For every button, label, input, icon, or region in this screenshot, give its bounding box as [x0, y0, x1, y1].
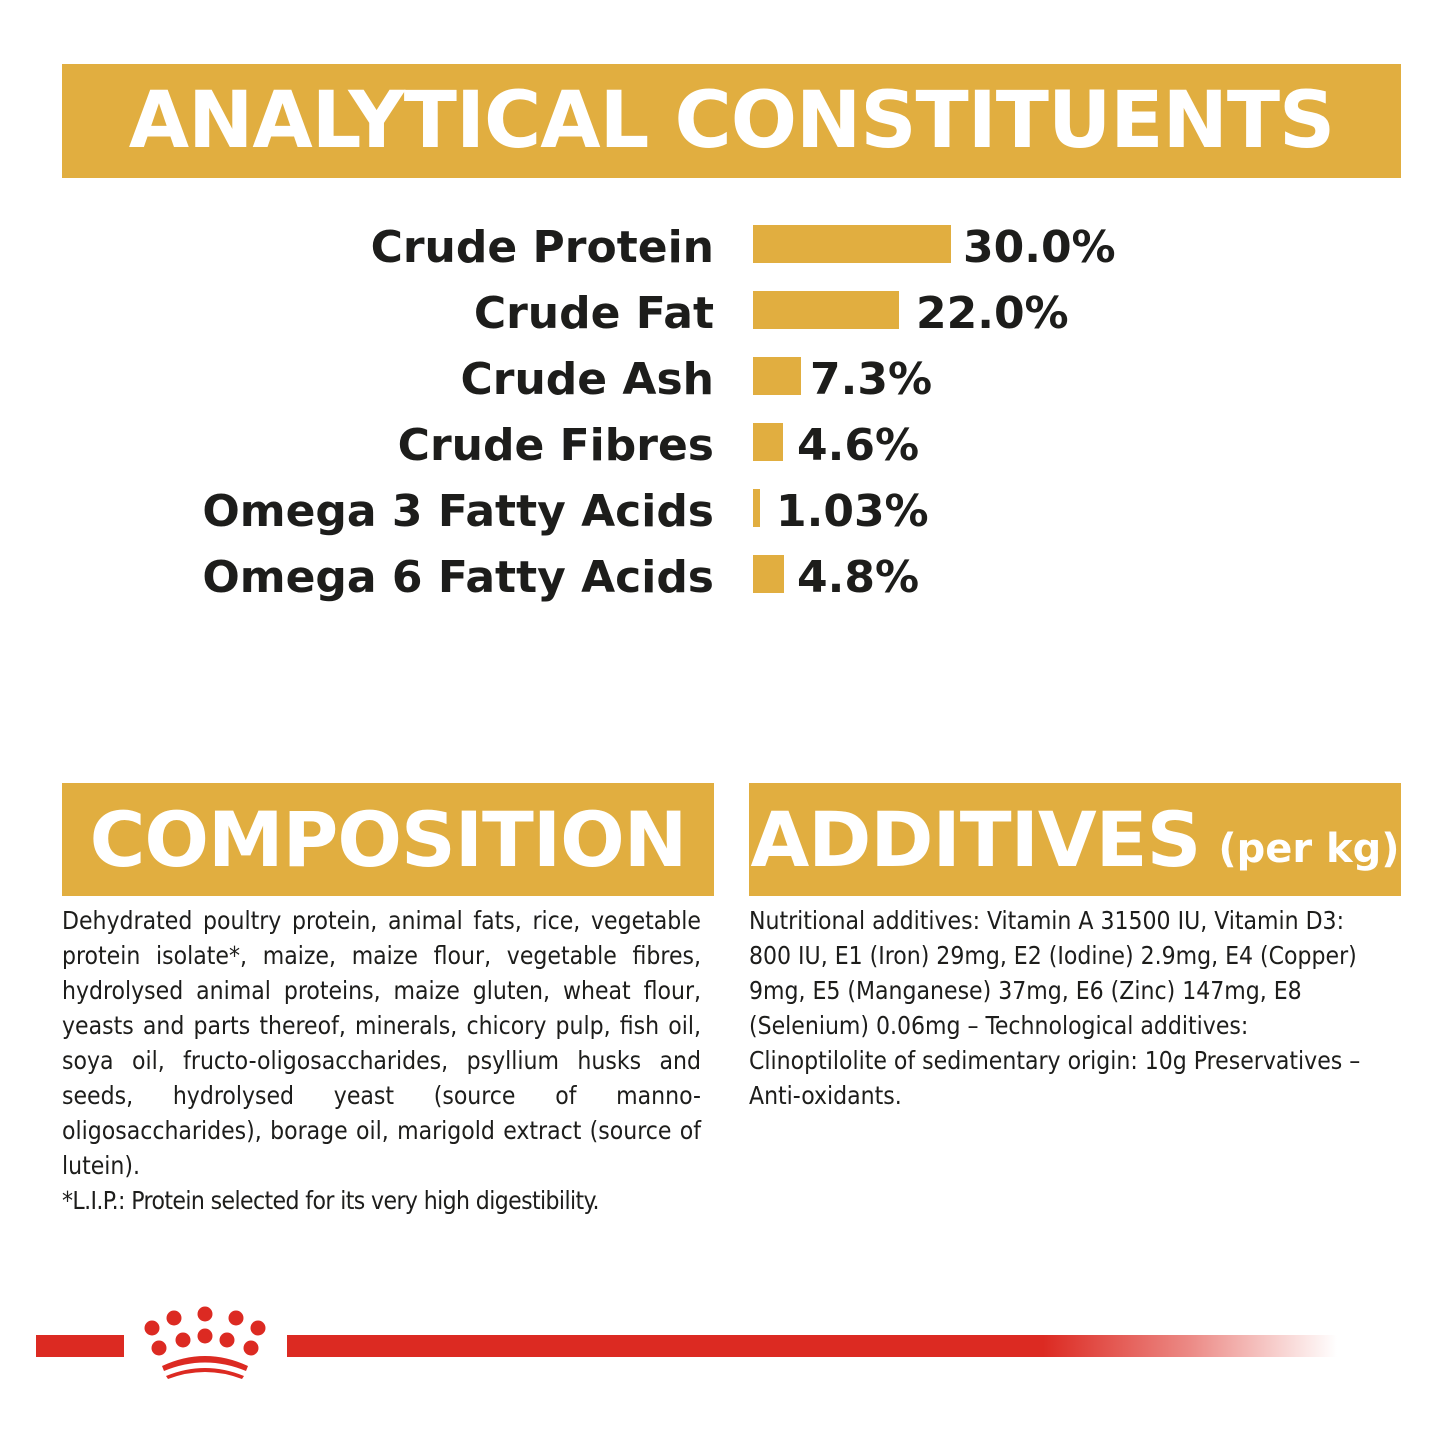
- constituent-label: Omega 6 Fatty Acids: [202, 552, 714, 603]
- composition-text-block: Dehydrated poultry protein, animal fats,…: [62, 903, 701, 1218]
- constituent-bar: [753, 291, 899, 329]
- constituent-bar: [753, 555, 784, 593]
- constituent-bar: [753, 225, 951, 263]
- constituent-bar: [753, 357, 801, 395]
- constituent-label: Crude Fibres: [397, 420, 714, 471]
- crown-logo-icon: [144, 1306, 266, 1379]
- constituent-label: Crude Fat: [473, 288, 714, 339]
- constituent-value: 30.0%: [963, 222, 1116, 273]
- constituent-label: Crude Ash: [460, 354, 714, 405]
- constituent-value: 1.03%: [776, 486, 929, 537]
- constituent-value: 22.0%: [916, 288, 1069, 339]
- footer-line-right: [287, 1335, 1337, 1357]
- additives-title: ADDITIVES: [750, 795, 1201, 884]
- composition-title: COMPOSITION: [89, 795, 688, 884]
- constituent-label: Crude Protein: [370, 222, 714, 273]
- additives-text: Nutritional additives: Vitamin A 31500 I…: [749, 906, 1361, 1110]
- footer-line-left: [36, 1335, 124, 1357]
- additives-subtitle: (per kg): [1218, 825, 1400, 872]
- additives-banner: ADDITIVES (per kg): [749, 783, 1401, 896]
- constituent-row: Crude Ash 7.3%: [0, 350, 1445, 410]
- constituent-row: Crude Fibres 4.6%: [0, 416, 1445, 476]
- composition-footnote: *L.I.P.: Protein selected for its very h…: [62, 1186, 599, 1215]
- composition-text: Dehydrated poultry protein, animal fats,…: [62, 906, 701, 1180]
- constituent-row: Crude Fat 22.0%: [0, 284, 1445, 344]
- additives-text-block: Nutritional additives: Vitamin A 31500 I…: [749, 903, 1389, 1113]
- constituent-value: 7.3%: [810, 354, 933, 405]
- constituent-value: 4.6%: [797, 420, 920, 471]
- constituent-bar: [753, 423, 783, 461]
- constituent-row: Crude Protein 30.0%: [0, 218, 1445, 278]
- analytical-constituents-banner: ANALYTICAL CONSTITUENTS: [62, 64, 1401, 178]
- constituent-value: 4.8%: [797, 552, 920, 603]
- constituent-label: Omega 3 Fatty Acids: [202, 486, 714, 537]
- analytical-constituents-title: ANALYTICAL CONSTITUENTS: [128, 76, 1335, 166]
- constituent-bar: [753, 489, 760, 527]
- composition-banner: COMPOSITION: [62, 783, 714, 896]
- constituent-row: Omega 3 Fatty Acids 1.03%: [0, 482, 1445, 542]
- constituent-row: Omega 6 Fatty Acids 4.8%: [0, 548, 1445, 608]
- brand-footer: [0, 1300, 1445, 1380]
